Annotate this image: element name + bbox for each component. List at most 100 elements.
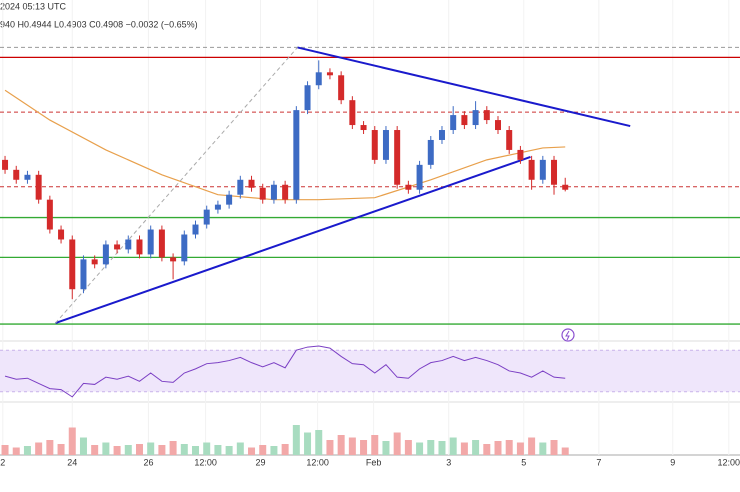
candle-body — [438, 130, 445, 140]
candle-body — [394, 130, 401, 185]
x-tick-label: 12:00 — [718, 457, 740, 467]
x-tick-label: 9 — [670, 457, 675, 467]
candle-body — [203, 209, 210, 225]
candle-body — [282, 184, 289, 200]
volume-bar — [236, 442, 244, 455]
volume-bar — [449, 437, 457, 455]
volume-bar — [203, 442, 211, 455]
volume-bar — [360, 440, 368, 455]
volume-bar — [214, 445, 222, 455]
candle-body — [125, 239, 132, 250]
candle-body — [483, 110, 490, 121]
ohlc-readout: 940 H0.4944 L0.4903 C0.4908 −0.0032 (−0.… — [0, 19, 198, 29]
x-tick-label: 12:00 — [306, 457, 329, 467]
candle-body — [91, 259, 98, 265]
volume-bar — [393, 432, 401, 455]
candle-body — [416, 164, 423, 190]
x-tick-label: 29 — [255, 457, 265, 467]
volume-bar — [371, 435, 379, 455]
candle-body — [102, 244, 109, 265]
candle-body — [304, 85, 311, 111]
volume-bar — [79, 437, 87, 455]
volume-bar — [292, 425, 300, 455]
candle-body — [427, 139, 434, 165]
x-tick-label: 24 — [67, 457, 77, 467]
trend-line — [55, 155, 531, 325]
x-tick-label: Feb — [366, 457, 382, 467]
volume-bar — [35, 442, 43, 455]
volume-bar — [147, 442, 155, 455]
volume-bar — [259, 445, 267, 455]
candle-body — [24, 174, 31, 180]
candle-body — [472, 110, 479, 126]
volume-bar — [438, 441, 446, 455]
candle-body — [147, 229, 154, 255]
volume-bar — [528, 437, 536, 455]
candle-body — [214, 204, 221, 210]
volume-bar — [225, 446, 233, 455]
candle-body — [136, 239, 143, 255]
candle-body — [259, 187, 266, 200]
volume-bar — [561, 447, 569, 455]
rsi-band — [0, 350, 740, 392]
candle-body — [2, 159, 9, 170]
candle-body — [539, 159, 546, 180]
volume-bar — [281, 444, 289, 455]
volume-bar — [113, 446, 121, 455]
candle-body — [46, 199, 53, 230]
volume-bar — [180, 444, 188, 455]
volume-bar — [404, 440, 412, 455]
volume-bar — [516, 442, 524, 455]
candle-body — [349, 100, 356, 126]
candle-body — [517, 149, 524, 160]
candle-body — [495, 120, 502, 131]
trend-line — [55, 47, 298, 324]
volume-bar — [494, 441, 502, 455]
candle-body — [69, 239, 76, 290]
volume-bar — [68, 427, 76, 455]
volume-bar — [102, 442, 110, 455]
volume-bar — [460, 442, 468, 455]
volume-bar — [57, 444, 65, 455]
candle-body — [270, 184, 277, 200]
volume-bar — [315, 430, 323, 455]
trend-line — [297, 46, 631, 128]
rsi-line — [4, 345, 566, 398]
candle-body — [382, 130, 389, 160]
candle-body — [293, 110, 300, 200]
volume-bar — [91, 445, 99, 455]
volume-bar — [427, 440, 435, 455]
candle-body — [58, 229, 65, 240]
candle-body — [13, 169, 20, 180]
volume-bar — [483, 444, 491, 455]
volume-bar — [158, 445, 166, 455]
volume-bar — [135, 444, 143, 455]
candle-body — [371, 130, 378, 160]
candle-body — [360, 125, 367, 131]
volume-bar — [248, 447, 256, 455]
volume-bar — [169, 441, 177, 455]
x-tick-label: 26 — [143, 457, 153, 467]
volume-bar — [192, 446, 200, 455]
candle-body — [461, 115, 468, 126]
candle-body — [226, 194, 233, 205]
volume-bar — [348, 437, 356, 455]
x-tick-label: 3 — [446, 457, 451, 467]
candle-body — [181, 234, 188, 262]
volume-bar — [416, 442, 424, 455]
candle-body — [450, 115, 457, 131]
x-tick-label: 5 — [521, 457, 526, 467]
volume-bar — [270, 446, 278, 455]
candle-body — [35, 174, 42, 200]
x-tick-label: 2 — [0, 457, 5, 467]
candle-body — [551, 159, 558, 185]
candle-body — [114, 244, 121, 250]
candle-body — [158, 229, 165, 258]
x-tick-label: 12:00 — [194, 457, 217, 467]
candle-body — [405, 184, 412, 190]
volume-bar — [1, 445, 9, 455]
candle-body — [326, 72, 333, 76]
volume-bar — [12, 447, 20, 455]
candle-body — [506, 130, 513, 150]
